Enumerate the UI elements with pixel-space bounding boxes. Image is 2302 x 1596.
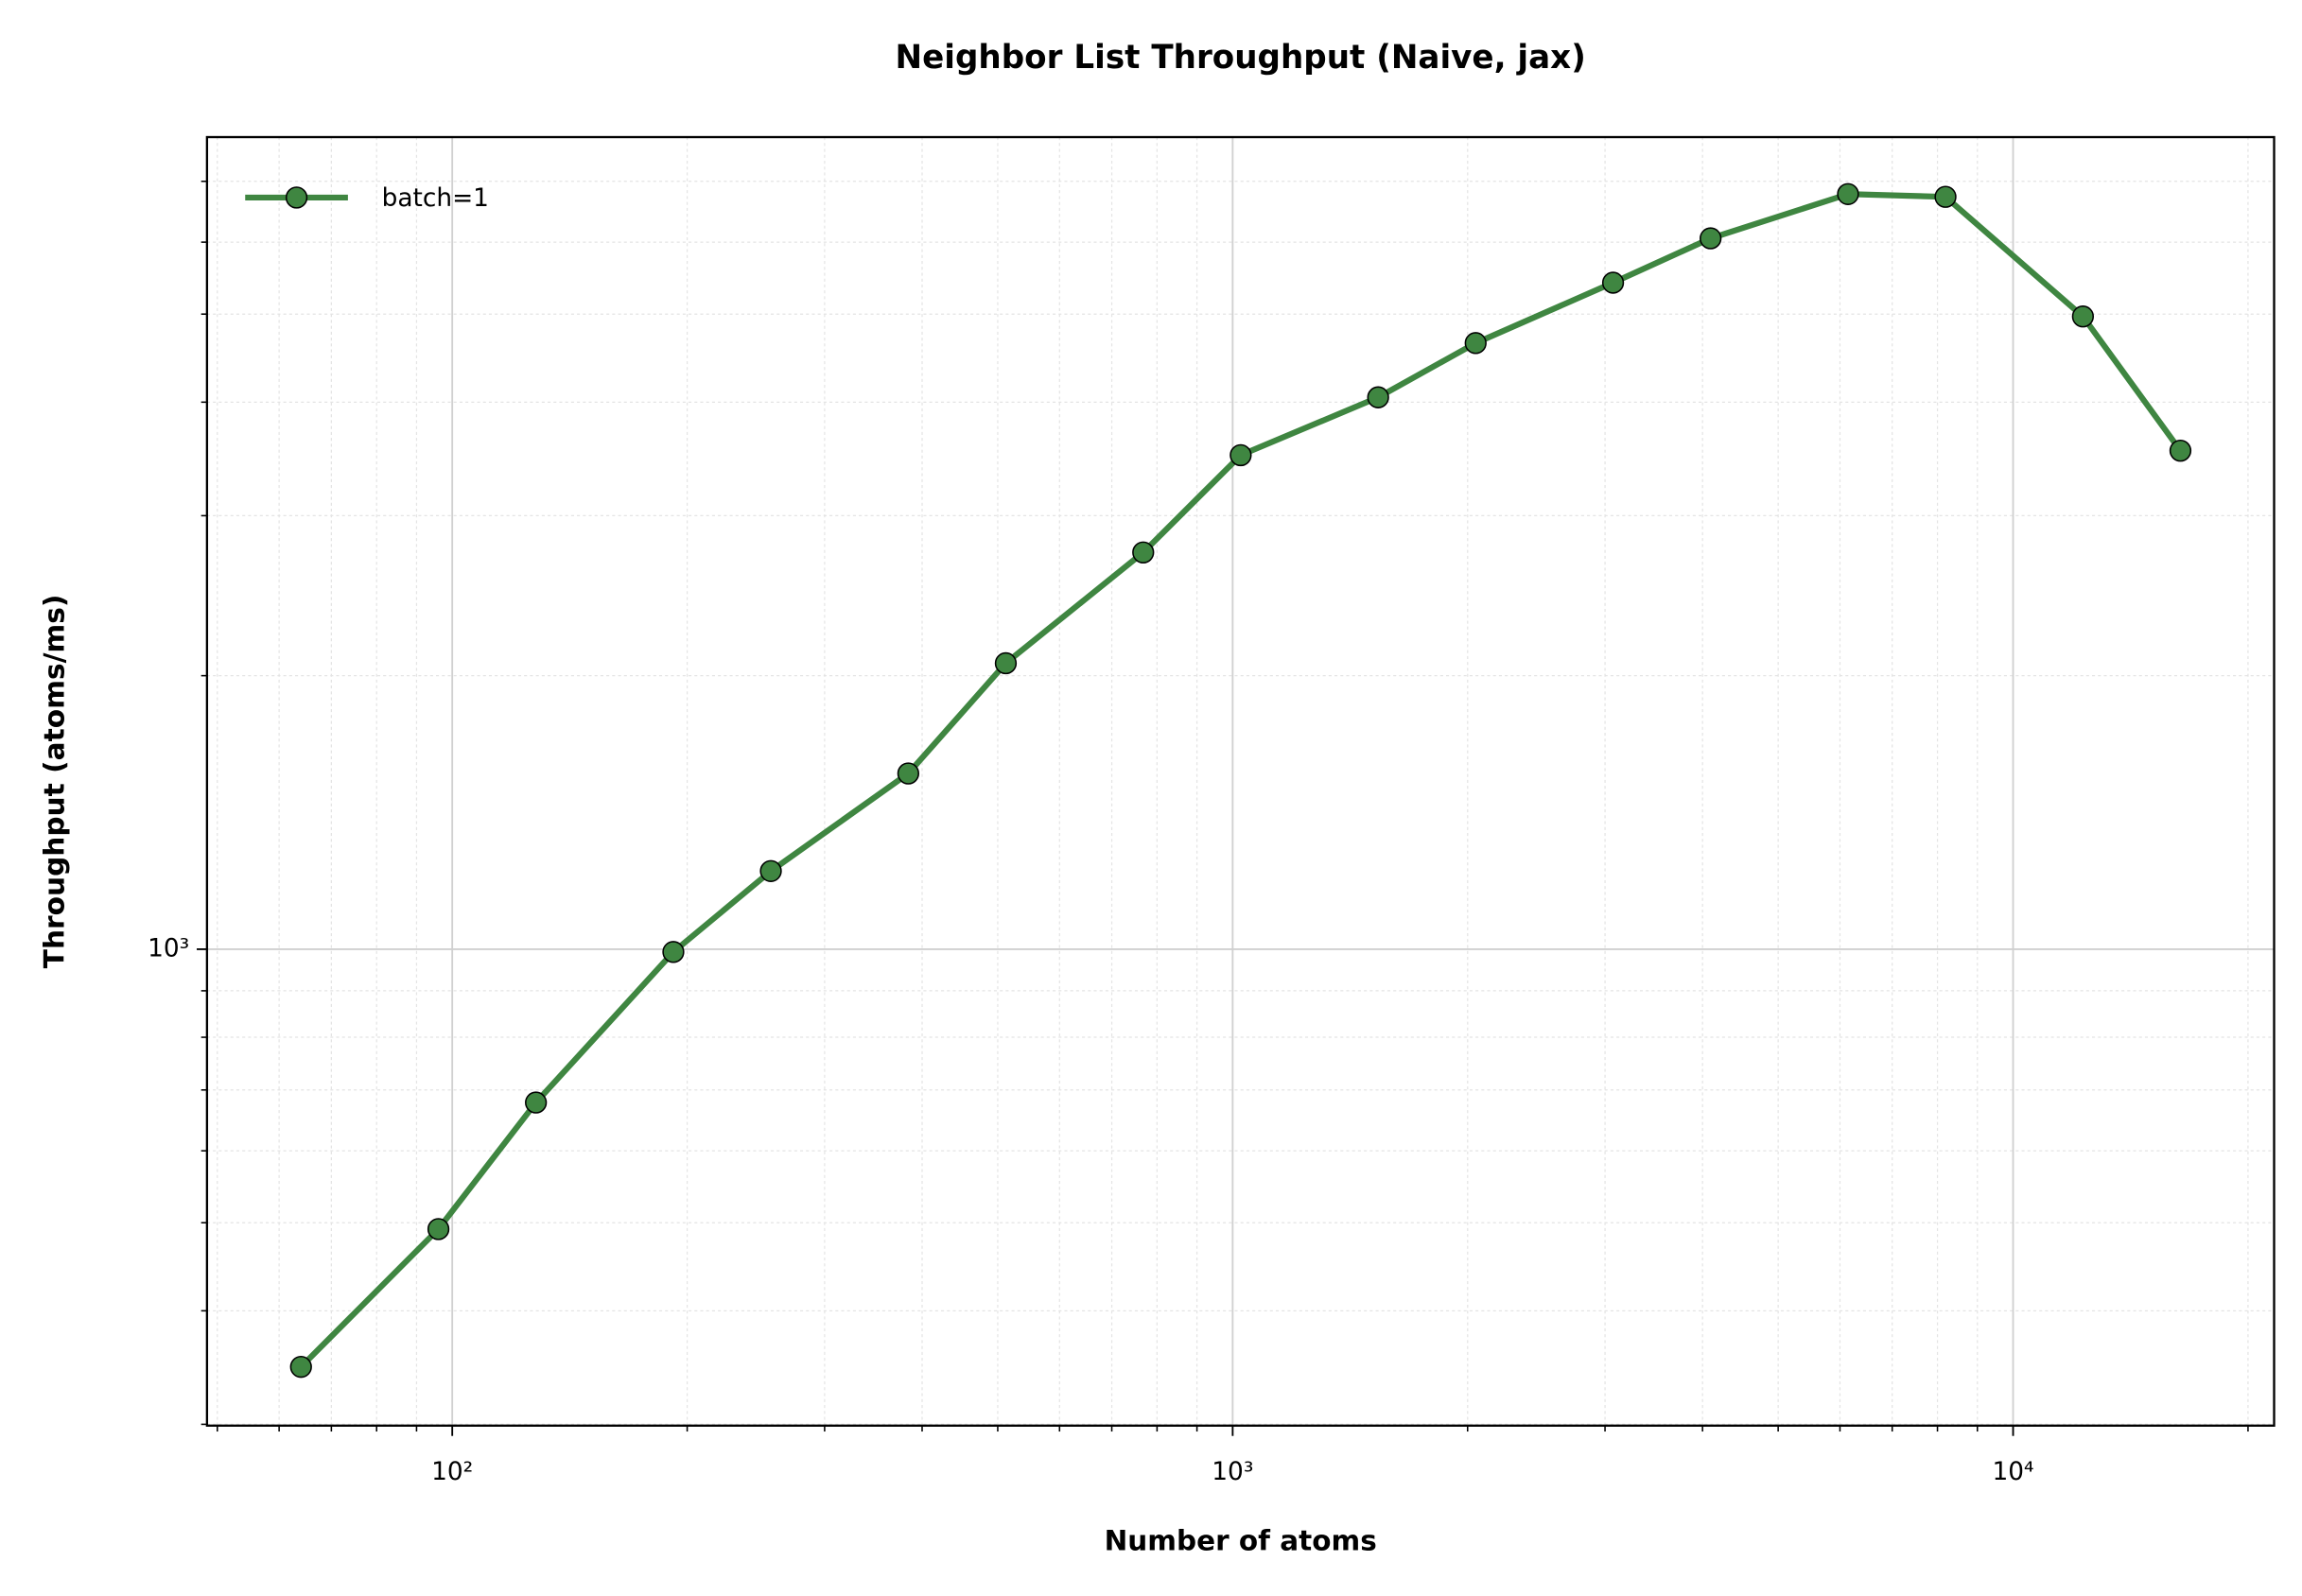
chart-title: Neighbor List Throughput (Naive, jax) — [896, 39, 1586, 77]
legend-marker — [285, 186, 308, 209]
x-tick-label: 10³ — [1212, 1457, 1253, 1486]
plot-frame — [205, 135, 2276, 1427]
y-tick-label: 10³ — [148, 933, 189, 963]
data-point — [897, 762, 920, 785]
x-tick-label: 10² — [431, 1457, 473, 1486]
data-point — [1132, 541, 1155, 564]
y-axis-label: Throughput (atoms/ms) — [39, 595, 71, 969]
data-point — [662, 941, 685, 963]
data-point — [1700, 227, 1722, 250]
data-point — [525, 1091, 548, 1114]
data-point — [1464, 332, 1487, 355]
data-point — [994, 651, 1018, 675]
data-point — [1837, 182, 1859, 205]
legend-label: batch=1 — [382, 183, 489, 213]
data-point — [1601, 271, 1625, 294]
data-point — [1229, 443, 1252, 467]
data-point — [2071, 305, 2095, 328]
data-point — [427, 1218, 450, 1240]
x-tick-label: 10⁴ — [1992, 1457, 2033, 1486]
data-point — [2169, 439, 2192, 462]
data-point — [1367, 386, 1389, 408]
data-point — [289, 1355, 312, 1379]
data-point — [759, 859, 782, 882]
x-axis-label: Number of atoms — [1105, 1524, 1377, 1556]
data-point — [1934, 185, 1957, 208]
